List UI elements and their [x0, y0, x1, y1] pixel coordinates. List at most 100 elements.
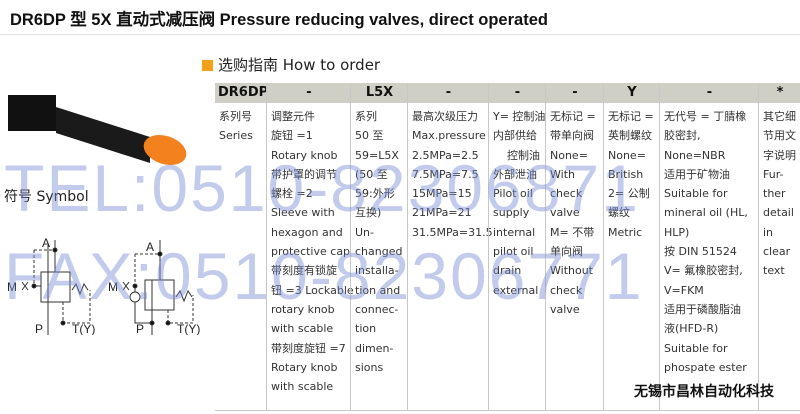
table-column: DR6DP 系列号 Series	[215, 83, 268, 411]
column-body: 系列 50 至 59=L5X (50 至 59:外形 互换) Un-changed insta…	[351, 103, 408, 377]
cell-line: 外部泄油	[493, 167, 537, 181]
cell-line: British	[608, 167, 644, 181]
cell-line: valve	[550, 206, 580, 220]
cell-line: Without	[550, 264, 593, 278]
cell-line: external	[493, 283, 539, 297]
table-column: L5X 系列 50 至 59=L5X (50 至 59:外形 互换) Un-changed in…	[350, 83, 408, 411]
cell-line: with scable	[271, 322, 334, 336]
cell-line: Sleeve with	[271, 206, 335, 220]
table-column: - 无代号 = 丁腈橡 胶密封, None=NBR 适用于矿物油 Suitable for…	[659, 83, 759, 411]
cell-line: 适用于磷酸脂油	[664, 302, 741, 316]
column-header: -	[546, 83, 604, 103]
port-a-label: A	[42, 236, 50, 250]
cell-line: None=	[550, 148, 588, 162]
hydraulic-symbol: A M P T(Y) A M P T(Y)	[7, 236, 200, 335]
column-body: 无标记 = 带单向阀 None= With check valve M= 不带 单向阀 With…	[546, 103, 604, 319]
symbol-1	[21, 240, 91, 335]
cell-line: Y= 控制油	[493, 110, 546, 123]
column-header: *	[759, 83, 800, 103]
cell-line: with scable	[271, 380, 334, 394]
column-header: -	[489, 83, 546, 103]
cell-line: Un-	[355, 225, 374, 239]
cell-line: 带刻度有锁旋	[271, 264, 337, 278]
column-header: -	[267, 83, 351, 103]
cell-line: (50 至	[355, 167, 388, 181]
cell-line: 按 DIN 51524	[664, 245, 737, 259]
cell-line: installa-	[355, 264, 399, 278]
cell-line: pilot oil	[493, 245, 534, 259]
cell-line: 7.5MPa=7.5	[412, 167, 479, 181]
cell-line: text	[763, 264, 785, 278]
cell-line: Pilot oil	[493, 187, 533, 201]
cell-line: rotary knob	[271, 302, 335, 316]
port-p-label: P	[35, 322, 43, 335]
cell-line: 50 至	[355, 129, 384, 143]
cell-line: 钮 =3 Lockable	[271, 283, 354, 297]
table-column: Y 无标记 = 英制螺纹 None= British 2= 公制 螺纹 Metric	[603, 83, 660, 411]
table-bottom-border	[215, 410, 800, 411]
cell-line: 互换)	[355, 206, 382, 220]
cell-line: in	[763, 225, 774, 239]
column-header: L5X	[351, 83, 408, 103]
cell-line: sions	[355, 360, 384, 374]
section-heading: 选购指南 How to order	[202, 54, 380, 75]
port-m-label: M	[108, 280, 118, 294]
cell-line: 系列	[355, 110, 377, 123]
table-column: - Y= 控制油 内部供给 控制油 外部泄油 Pilot oil supply intern…	[488, 83, 546, 411]
order-code-table: DR6DP 系列号 Series - 调整元件 旋钮 =1 Rotary knob 带护罩的调…	[215, 83, 800, 411]
port-m-label: M	[7, 280, 17, 294]
cell-line: 螺栓 =2	[271, 187, 313, 201]
column-body: 调整元件 旋钮 =1 Rotary knob 带护罩的调节 螺栓 =2 Sleeve wi…	[267, 103, 354, 396]
cell-line: HLP)	[664, 225, 690, 239]
cell-line: 无代号 = 丁腈橡	[664, 110, 747, 123]
column-header: DR6DP	[215, 83, 268, 103]
cell-line: detail	[763, 206, 794, 220]
column-body: 无标记 = 英制螺纹 None= British 2= 公制 螺纹 Metric	[604, 103, 660, 242]
table-column: * 其它细 节用文 字说明 Fur-ther detail in clear text	[758, 83, 800, 411]
port-a-label: A	[146, 240, 154, 254]
cell-line: None=	[608, 148, 646, 162]
orange-knob	[143, 135, 187, 165]
cell-line: Rotary knob	[271, 360, 338, 374]
cell-line: 无标记 =	[550, 110, 596, 123]
column-header: -	[660, 83, 759, 103]
cell-line: Suitable for	[664, 187, 728, 201]
cell-line: 调整元件	[271, 110, 315, 123]
cell-line: 系列号	[219, 110, 252, 123]
cell-line: hexagon and	[271, 225, 343, 239]
column-body: 系列号 Series	[215, 103, 266, 146]
column-body: 最高次级压力 Max.pressure 2.5MPa=2.5 7.5MPa=7.5 15…	[408, 103, 493, 242]
cell-line: Suitable for	[664, 341, 728, 355]
column-header: Y	[604, 83, 660, 103]
cell-line: M= 不带	[550, 225, 595, 239]
divider	[0, 34, 800, 35]
cell-line: 内部供给	[493, 129, 537, 143]
cell-line: drain	[493, 264, 522, 278]
cell-line: dimen-	[355, 341, 394, 355]
cell-line: V=FKM	[664, 283, 704, 297]
cell-line: Series	[219, 129, 253, 143]
cell-line: 胶密封,	[664, 129, 701, 143]
cell-line: 带刻度旋钮 =7	[271, 341, 346, 355]
cell-line: 21MPa=21	[412, 206, 472, 220]
cell-line: mineral oil (HL,	[664, 206, 748, 220]
cell-line: Metric	[608, 225, 643, 239]
cell-line: 字说明	[763, 148, 796, 162]
cell-line: 单向阀	[550, 245, 583, 259]
cell-line: Rotary knob	[271, 148, 338, 162]
cell-line: internal	[493, 225, 536, 239]
cell-line: 旋钮 =1	[271, 129, 313, 143]
cell-line: check	[550, 283, 583, 297]
cell-line: phospate ester	[664, 360, 747, 374]
cell-line: 控制油	[493, 148, 540, 162]
cell-line: 15MPa=15	[412, 187, 472, 201]
port-t-label: T(Y)	[177, 322, 200, 335]
cell-line: changed	[355, 245, 403, 259]
cell-line: 2= 公制	[608, 187, 650, 201]
cell-line: 节用文	[763, 129, 796, 143]
column-body: Y= 控制油 内部供给 控制油 外部泄油 Pilot oil supply interna…	[489, 103, 546, 300]
cell-line: 59:外形	[355, 187, 395, 201]
cell-line: 螺纹	[608, 206, 630, 220]
cell-line: 适用于矿物油	[664, 167, 730, 181]
port-p-label: P	[136, 322, 144, 335]
